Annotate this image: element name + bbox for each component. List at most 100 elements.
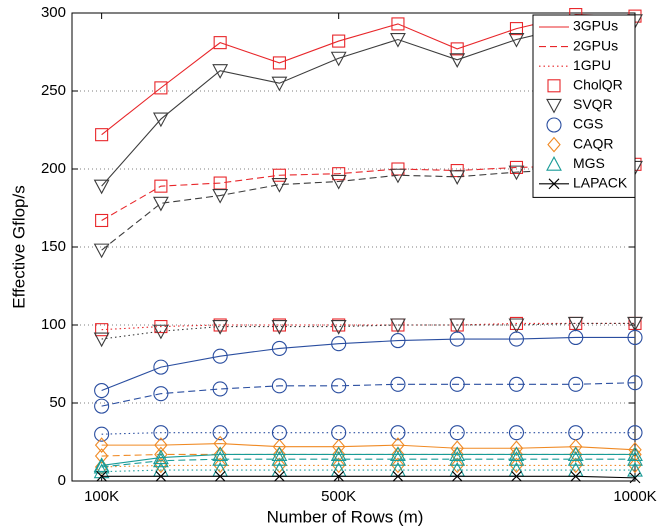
marker xyxy=(508,165,525,181)
marker xyxy=(449,331,465,347)
marker xyxy=(271,76,288,92)
marker xyxy=(152,324,169,340)
marker xyxy=(213,435,227,452)
marker xyxy=(272,56,286,70)
marker xyxy=(392,470,404,482)
marker xyxy=(628,441,642,458)
marker xyxy=(451,470,463,482)
marker xyxy=(627,329,643,346)
series-line xyxy=(101,458,635,468)
marker xyxy=(449,318,466,334)
marker xyxy=(333,470,345,482)
y-tick-label: 150 xyxy=(41,238,66,255)
legend-label: 2GPUs xyxy=(573,37,618,53)
y-tick-label: 100 xyxy=(41,316,66,333)
marker xyxy=(332,167,346,181)
marker xyxy=(627,450,643,466)
marker xyxy=(95,323,109,337)
marker xyxy=(331,457,346,474)
marker xyxy=(331,336,347,352)
marker xyxy=(271,178,288,193)
marker xyxy=(390,318,406,334)
y-tick-label: 250 xyxy=(41,82,66,99)
marker xyxy=(508,331,525,347)
marker xyxy=(390,450,406,466)
marker xyxy=(509,457,524,474)
marker xyxy=(330,450,347,466)
marker xyxy=(629,472,641,484)
legend-label: CGS xyxy=(573,116,603,132)
marker xyxy=(330,174,347,190)
marker xyxy=(627,316,643,332)
marker xyxy=(96,470,108,482)
series-line xyxy=(101,464,635,468)
marker xyxy=(567,316,584,332)
marker xyxy=(548,178,560,190)
marker xyxy=(94,398,110,414)
marker xyxy=(390,333,406,349)
x-tick-label: 1000K xyxy=(613,488,656,505)
marker xyxy=(450,457,464,474)
marker xyxy=(568,329,584,346)
y-tick-label: 0 xyxy=(58,472,66,489)
marker xyxy=(213,446,227,463)
y-tick-label: 300 xyxy=(41,4,66,21)
marker xyxy=(212,446,229,462)
marker xyxy=(511,470,522,482)
marker xyxy=(214,470,226,482)
marker xyxy=(332,34,346,48)
marker xyxy=(271,378,287,394)
marker xyxy=(212,188,229,204)
marker xyxy=(508,32,525,48)
marker xyxy=(449,376,465,392)
legend-label: MGS xyxy=(573,155,605,171)
marker xyxy=(509,440,524,457)
x-axis-label: Number of Rows (m) xyxy=(267,507,424,526)
marker xyxy=(212,450,229,466)
marker xyxy=(391,446,405,463)
marker xyxy=(213,318,227,332)
marker xyxy=(94,437,109,453)
marker xyxy=(154,437,168,453)
marker xyxy=(212,320,229,335)
y-tick-label: 200 xyxy=(41,160,66,177)
marker xyxy=(93,463,110,479)
legend-box xyxy=(532,14,636,198)
marker xyxy=(569,438,583,455)
marker xyxy=(546,117,562,133)
legend-label: 1GPU xyxy=(573,57,611,73)
marker xyxy=(330,320,347,335)
marker xyxy=(212,381,228,397)
marker xyxy=(212,348,228,364)
marker xyxy=(569,457,583,474)
marker xyxy=(271,450,288,466)
y-tick-label: 50 xyxy=(49,394,66,411)
series-line xyxy=(101,469,635,473)
marker xyxy=(154,81,168,95)
marker xyxy=(568,376,584,392)
marker xyxy=(331,446,346,463)
marker xyxy=(449,53,466,68)
marker xyxy=(628,457,642,474)
marker xyxy=(569,446,583,463)
marker xyxy=(391,457,405,474)
legend-label: SVQR xyxy=(573,96,613,112)
marker xyxy=(331,378,347,394)
marker xyxy=(152,452,169,468)
marker xyxy=(449,170,466,185)
marker xyxy=(450,440,464,457)
legend-label: LAPACK xyxy=(573,175,628,191)
marker xyxy=(331,425,347,441)
plot-frame xyxy=(71,12,636,482)
marker xyxy=(332,318,346,332)
legend-label: 3GPUs xyxy=(573,18,618,34)
series-line xyxy=(101,475,636,479)
series-line xyxy=(101,453,635,466)
marker xyxy=(628,446,642,463)
marker xyxy=(272,168,286,182)
marker xyxy=(449,446,466,462)
marker xyxy=(627,446,643,462)
marker xyxy=(509,316,524,330)
marker xyxy=(94,382,110,399)
